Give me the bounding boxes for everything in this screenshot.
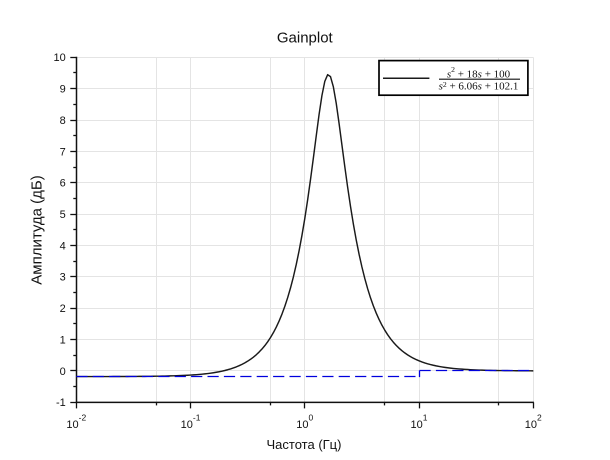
svg-text:5: 5 [60, 209, 66, 221]
svg-text:1: 1 [60, 334, 66, 346]
svg-text:8: 8 [60, 115, 66, 127]
svg-text:0: 0 [60, 366, 66, 378]
svg-text:9: 9 [60, 84, 66, 96]
svg-text:-1: -1 [56, 397, 66, 409]
svg-text:4: 4 [60, 240, 66, 252]
svg-text:6: 6 [60, 178, 66, 190]
svg-text:7: 7 [60, 146, 66, 158]
svg-text:Частота (Гц): Частота (Гц) [267, 437, 342, 452]
svg-text:10: 10 [54, 52, 66, 64]
svg-text:s2 + 18s + 100: s2 + 18s + 100 [447, 65, 511, 81]
svg-text:3: 3 [60, 272, 66, 284]
svg-text:s2 + 6.06s + 102.1: s2 + 6.06s + 102.1 [439, 80, 519, 93]
svg-text:Амплитуда (дБ): Амплитуда (дБ) [29, 175, 46, 284]
svg-text:2: 2 [60, 303, 66, 315]
svg-text:Gainplot: Gainplot [277, 30, 334, 47]
